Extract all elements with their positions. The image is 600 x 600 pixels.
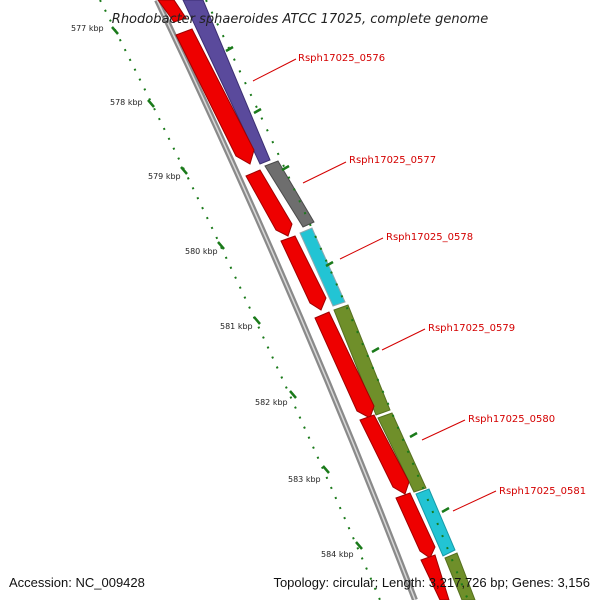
major-ticks <box>111 26 450 550</box>
major-tick <box>180 166 188 175</box>
label-leader <box>339 237 384 260</box>
cds-feature-0580[interactable] <box>359 414 410 495</box>
gene-label-0576[interactable]: Rsph17025_0576 <box>298 53 385 64</box>
major-tick <box>111 26 119 35</box>
major-tick <box>253 107 262 115</box>
gene-label-0577[interactable]: Rsph17025_0577 <box>349 155 436 166</box>
accession-label: Accession: NC_009428 <box>9 575 145 590</box>
tick-label: 583 kbp <box>288 475 321 484</box>
label-leader <box>421 419 466 441</box>
gene-feature-0580[interactable] <box>377 412 427 493</box>
tick-label: 579 kbp <box>148 172 181 181</box>
label-leader <box>252 58 297 82</box>
label-leader <box>452 490 497 512</box>
map-title: Rhodobacter sphaeroides ATCC 17025, comp… <box>112 12 488 27</box>
tick-label: 578 kbp <box>110 98 143 107</box>
gene-label-0579[interactable]: Rsph17025_0579 <box>428 323 515 334</box>
cds-feature-0581[interactable] <box>395 492 436 559</box>
genome-summary: Topology: circular; Length: 3,217,726 bp… <box>273 575 590 590</box>
gene-label-0578[interactable]: Rsph17025_0578 <box>386 232 473 243</box>
major-tick <box>325 260 334 268</box>
major-tick <box>147 99 155 108</box>
cds-feature-0578[interactable] <box>280 235 327 311</box>
gene-label-0580[interactable]: Rsph17025_0580 <box>468 414 555 425</box>
cds-feature-0575[interactable] <box>157 0 187 23</box>
major-tick <box>281 164 290 172</box>
label-leader <box>381 328 426 351</box>
label-leader <box>302 161 347 184</box>
gene-feature-0577[interactable] <box>264 160 315 228</box>
genome-backbone-highlight <box>156 0 416 600</box>
genome-backbone <box>154 0 418 600</box>
major-tick <box>322 465 330 474</box>
major-tick <box>355 541 363 550</box>
gene-feature-next[interactable] <box>444 552 476 600</box>
major-tick <box>409 431 418 439</box>
tick-label: 584 kbp <box>321 550 354 559</box>
major-tick <box>217 241 225 250</box>
cds-feature-0576[interactable] <box>175 28 255 165</box>
gene-label-0581[interactable]: Rsph17025_0581 <box>499 486 586 497</box>
major-tick <box>253 316 261 325</box>
gene-feature-0581[interactable] <box>415 488 456 557</box>
tick-label: 582 kbp <box>255 398 288 407</box>
gene-feature-0576[interactable] <box>182 0 271 165</box>
cds-feature-0579[interactable] <box>314 311 375 419</box>
tick-label: 580 kbp <box>185 247 218 256</box>
tick-label: 577 kbp <box>71 24 104 33</box>
major-tick <box>371 346 380 354</box>
cds-feature-0577[interactable] <box>245 169 293 237</box>
major-tick <box>225 45 234 53</box>
label-leaders <box>252 58 497 512</box>
gene-feature-0578[interactable] <box>299 227 346 307</box>
major-tick <box>289 390 297 399</box>
tick-label: 581 kbp <box>220 322 253 331</box>
major-tick <box>441 506 450 514</box>
cds-feature-next[interactable] <box>420 554 450 600</box>
